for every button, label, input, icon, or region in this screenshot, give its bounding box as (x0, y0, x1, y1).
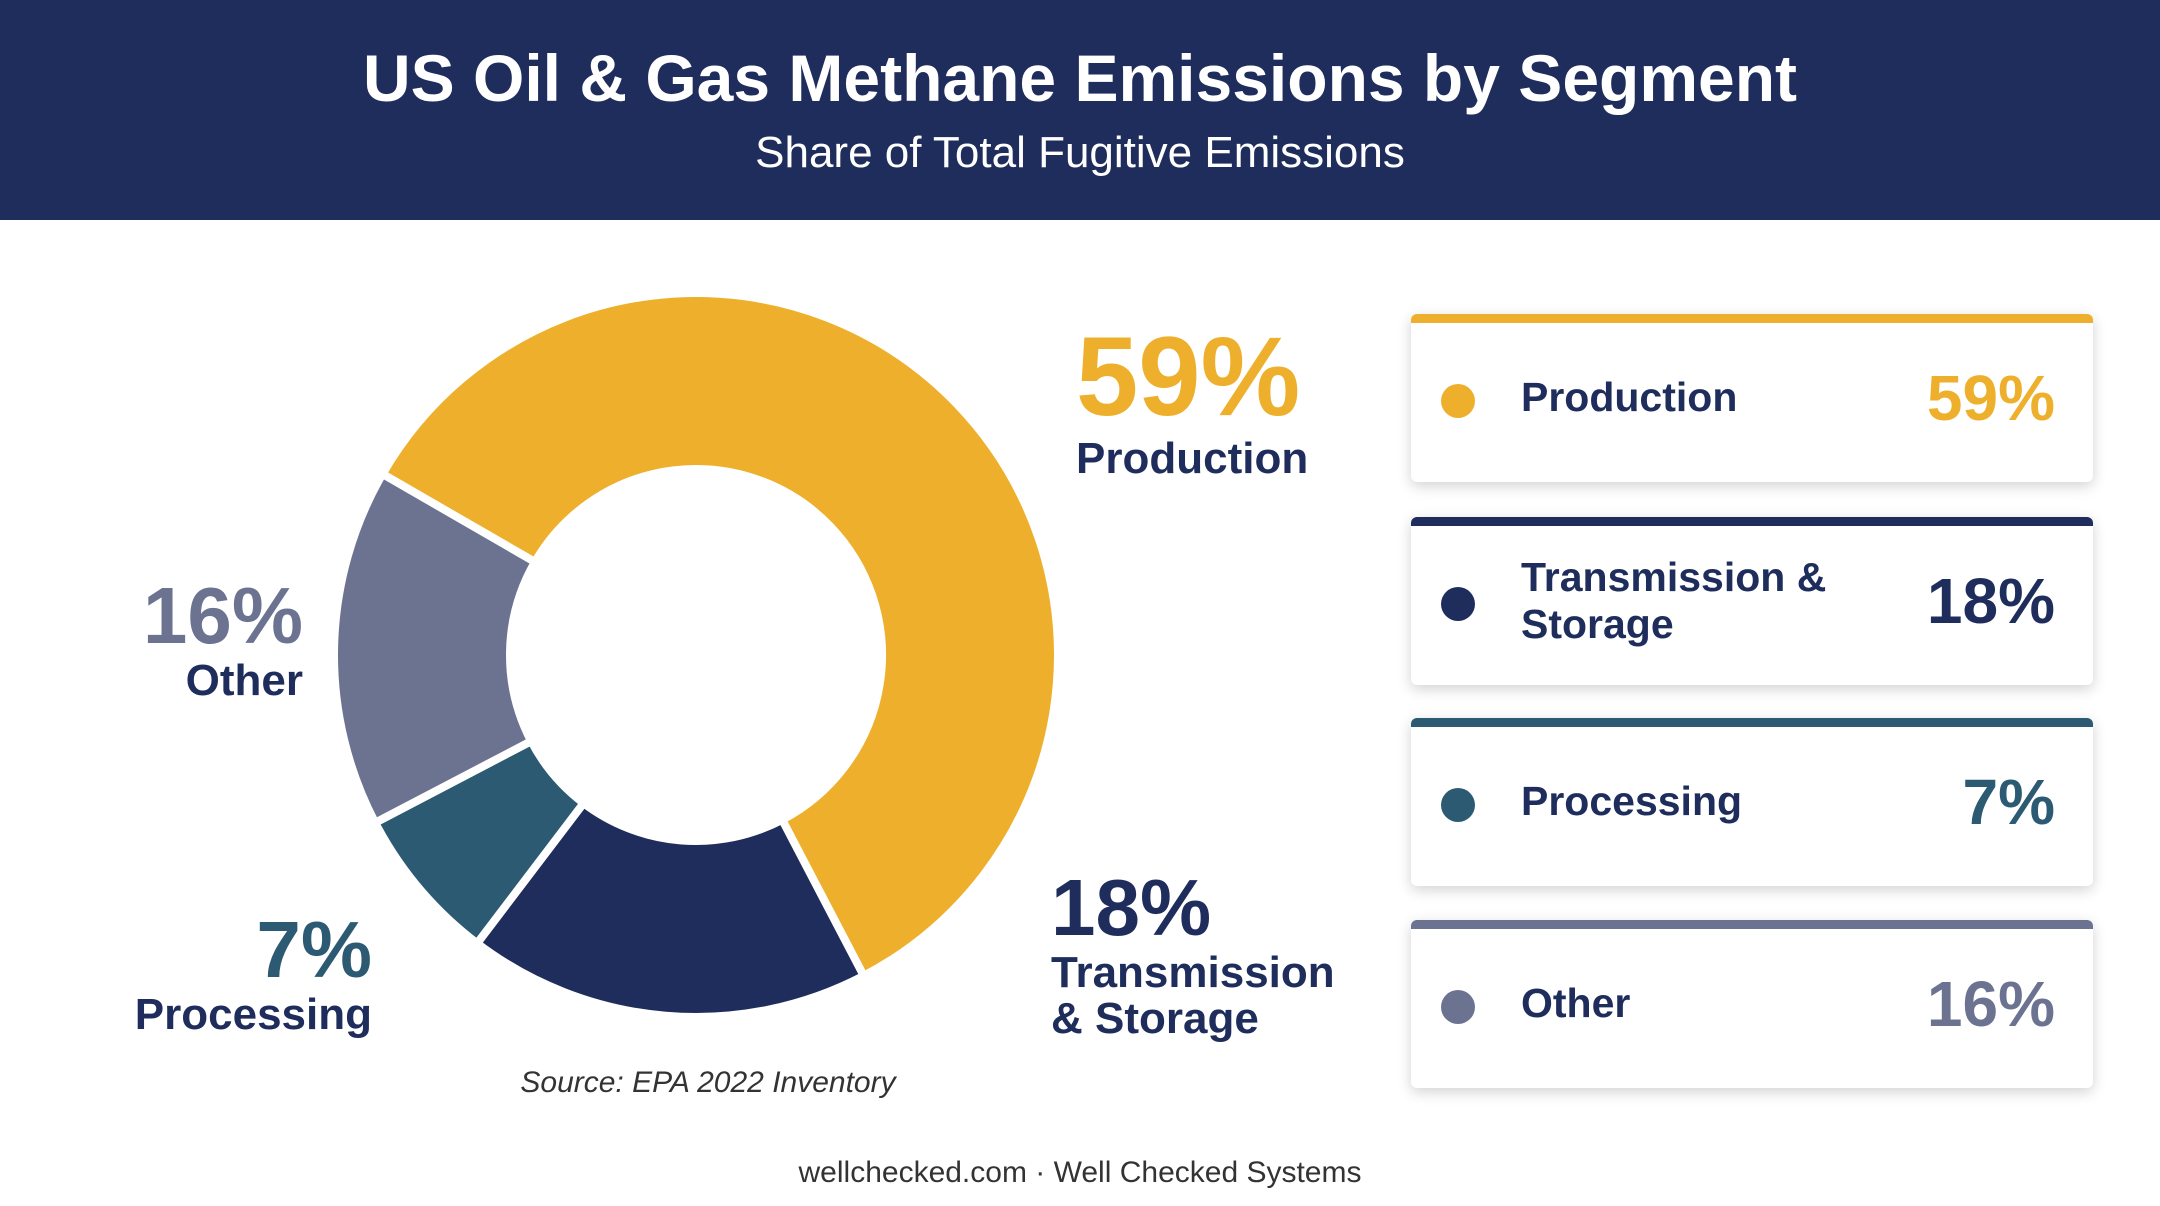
legend-label: Other (1521, 980, 1631, 1027)
footer: wellchecked.com · Well Checked Systems (798, 1156, 1362, 1189)
legend-label: Processing (1521, 778, 1743, 825)
legend-dot (1441, 788, 1475, 822)
donut-segment (330, 468, 541, 829)
legend-bar (1411, 314, 2093, 323)
donut-label: 59% Production (1076, 318, 1396, 482)
donut-label: 16% Other (3, 574, 303, 704)
legend-dot (1441, 990, 1475, 1024)
legend-card: Other 16% (1411, 920, 2093, 1088)
legend-label: Production (1521, 374, 1738, 421)
donut-percent: 18% (1051, 863, 1212, 952)
donut-segment (471, 797, 870, 1021)
donut-percent: 59% (1076, 314, 1301, 439)
donut-percent: 7% (256, 905, 372, 994)
legend-bar (1411, 920, 2093, 929)
chart-title: US Oil & Gas Methane Emissions by Segmen… (362, 41, 1798, 115)
legend-card: Transmission & Storage 18% (1411, 517, 2093, 685)
legend-bar (1411, 718, 2093, 727)
legend-value: 18% (1926, 565, 2055, 637)
legend-dot (1441, 384, 1475, 418)
legend-label: Transmission & Storage (1521, 553, 1827, 647)
donut-segment (377, 289, 1062, 982)
donut-category: Other (185, 656, 303, 705)
donut-category: Transmission & Storage (1051, 948, 1335, 1044)
legend-card: Production 59% (1411, 314, 2093, 482)
legend-value: 7% (1962, 766, 2056, 838)
donut-label: 7% Processing (72, 908, 372, 1038)
donut-category: Production (1076, 433, 1309, 483)
donut-label: 18% Transmission & Storage (1051, 866, 1351, 1042)
donut-percent: 16% (142, 571, 303, 660)
legend-card: Processing 7% (1411, 718, 2093, 886)
header: US Oil & Gas Methane Emissions by Segmen… (0, 0, 2160, 220)
chart-subtitle: Share of Total Fugitive Emissions (755, 128, 1405, 177)
legend-value: 59% (1926, 362, 2055, 434)
legend-bar (1411, 517, 2093, 526)
source-note: Source: EPA 2022 Inventory (520, 1066, 896, 1099)
chart (330, 289, 1062, 1021)
legend-value: 16% (1926, 968, 2055, 1040)
donut-category: Processing (134, 990, 372, 1039)
legend-dot (1441, 587, 1475, 621)
